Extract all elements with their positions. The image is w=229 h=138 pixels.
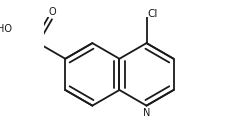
Text: N: N — [142, 108, 150, 118]
Text: HO: HO — [0, 24, 12, 34]
Text: Cl: Cl — [147, 9, 157, 19]
Text: O: O — [48, 7, 56, 17]
